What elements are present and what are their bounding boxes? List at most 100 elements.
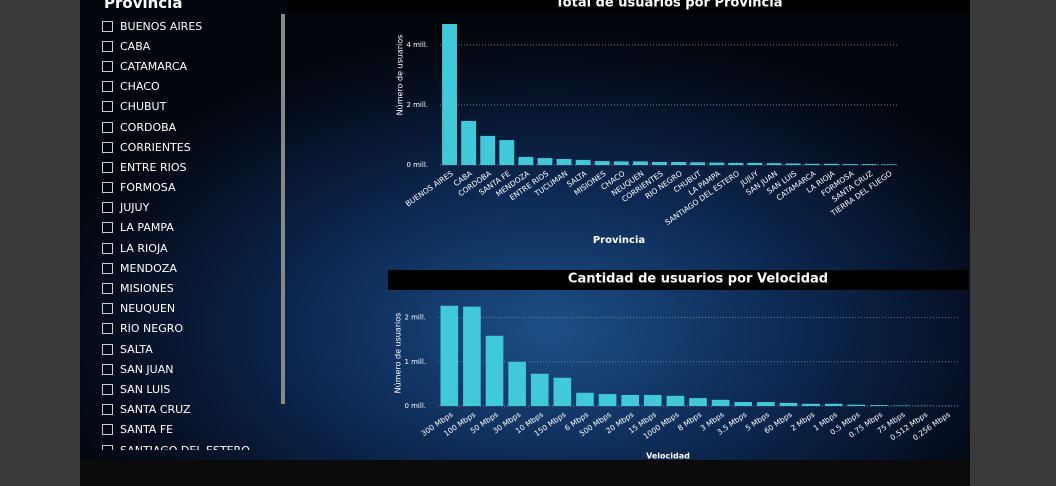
bar [711,399,730,406]
checkbox[interactable] [102,383,113,395]
slicer-item[interactable]: CHUBUT [102,97,287,117]
slicer-item-label: LA RIOJA [120,241,168,255]
footer-bar [80,460,970,486]
slicer-item-label: CORDOBA [120,120,177,134]
checkbox[interactable] [102,242,113,254]
bar [440,305,459,406]
slicer-item[interactable]: SANTIAGO DEL ESTERO [102,440,287,450]
slicer-item[interactable]: BUENOS AIRES [102,16,287,36]
y-axis-title: Número de usuarios [394,313,403,394]
checkbox[interactable] [102,404,113,416]
slicer-item[interactable]: CABA [102,36,287,56]
checkbox[interactable] [102,40,113,52]
bar [485,335,504,406]
slicer-item[interactable]: LA RIOJA [102,238,287,258]
bar [785,163,801,165]
slicer-item-label: CORRIENTES [120,140,191,154]
bar [632,161,648,165]
checkbox[interactable] [102,121,113,133]
checkbox[interactable] [102,81,113,93]
province-slicer: Provincia BUENOS AIRES CABA CATAMARCA CHACO… [102,0,287,450]
slicer-item-label: MENDOZA [120,261,177,275]
slicer-item[interactable]: SANTA CRUZ [102,400,287,420]
checkbox[interactable] [102,283,113,295]
report-canvas: Provincia BUENOS AIRES CABA CATAMARCA CHACO… [80,0,970,486]
checkbox[interactable] [102,182,113,194]
slicer-item[interactable]: MENDOZA [102,258,287,278]
slicer-item[interactable]: ENTRE RIOS [102,157,287,177]
slicer-item-label: FORMOSA [120,181,176,195]
bar [690,162,706,165]
slicer-item-label: CHACO [120,80,160,94]
y-tick-label: 0 mill. [406,161,428,169]
slicer-item[interactable]: CATAMARCA [102,56,287,76]
slicer-item[interactable]: FORMOSA [102,178,287,198]
slicer-item[interactable]: NEUQUEN [102,299,287,319]
bar [666,395,685,406]
chart-title: Total de usuarios por Provincia [556,0,783,11]
checkbox[interactable] [102,202,113,214]
bar [613,161,629,165]
bar [779,402,798,406]
chart-title: Cantidad de usuarios por Velocidad [568,272,828,287]
title-bar [388,270,968,290]
slicer-list: BUENOS AIRES CABA CATAMARCA CHACO CHUBUT CORD… [102,16,287,450]
slicer-item-label: JUJUY [120,201,150,215]
bar [734,402,753,406]
slicer-item[interactable]: SAN JUAN [102,359,287,379]
y-tick-label: 1 mill. [404,358,426,366]
checkbox[interactable] [102,323,113,335]
slicer-item[interactable]: SAN LUIS [102,379,287,399]
slicer-item[interactable]: SANTA FE [102,420,287,440]
bar [823,163,839,165]
slicer-item-label: RIO NEGRO [120,322,184,336]
slicer-item-label: SAN LUIS [120,382,171,396]
slicer-item[interactable]: JUJUY [102,198,287,218]
bar [480,135,496,165]
bar [576,392,594,406]
bar [556,159,572,165]
bar [598,394,617,406]
slicer-item-label: CATAMARCA [120,59,188,73]
bar [575,159,591,165]
bar [530,373,549,406]
slicer-item-label: LA PAMPA [120,221,174,235]
bar [652,162,667,165]
checkbox[interactable] [102,222,113,234]
slicer-item[interactable]: CORRIENTES [102,137,287,157]
slicer-item-label: NEUQUEN [120,302,176,316]
checkbox[interactable] [102,343,113,355]
checkbox[interactable] [102,141,113,153]
slicer-item-label: BUENOS AIRES [120,19,203,33]
slicer-item-label: SALTA [120,342,153,356]
checkbox[interactable] [102,262,113,274]
scrollbar[interactable] [281,14,285,404]
slicer-item[interactable]: CHACO [102,77,287,97]
slicer-item[interactable]: LA PAMPA [102,218,287,238]
checkbox[interactable] [102,161,113,173]
bar [537,158,553,165]
slicer-item-label: SAN JUAN [120,362,174,376]
y-tick-label: 2 mill. [406,101,428,109]
y-tick-label: 2 mill. [404,314,426,322]
checkbox[interactable] [102,101,113,113]
checkbox[interactable] [102,303,113,315]
slicer-item[interactable]: SALTA [102,339,287,359]
checkbox[interactable] [102,363,113,375]
checkbox[interactable] [102,20,113,32]
x-tick-label: 2 Mbps [789,410,816,433]
checkbox[interactable] [102,444,113,450]
checkbox[interactable] [102,424,113,436]
slicer-item[interactable]: MISIONES [102,278,287,298]
slicer-item-label: CABA [120,39,151,53]
bar [442,24,457,165]
slicer-item-label: MISIONES [120,282,174,296]
slicer-item[interactable]: CORDOBA [102,117,287,137]
bar [824,403,843,406]
checkbox[interactable] [102,60,113,72]
slicer-item[interactable]: RIO NEGRO [102,319,287,339]
y-tick-label: 0 mill. [404,402,426,410]
charts: Total de usuarios por Provincia 0 mill. 2 … [288,0,968,461]
bar [757,402,775,406]
